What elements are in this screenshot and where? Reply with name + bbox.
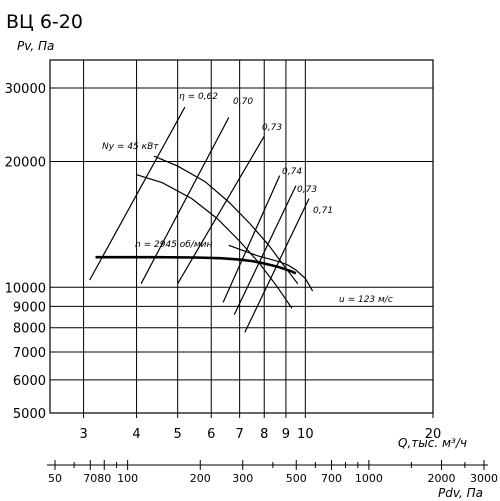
- series-line-2: [136, 174, 293, 309]
- y-tick-label: 20000: [5, 156, 46, 171]
- series-line-1: [153, 155, 299, 285]
- pdv-tick-label: 300: [232, 472, 253, 485]
- grid: [49, 59, 434, 418]
- x-tick-label: 3: [79, 427, 87, 442]
- annotations: η = 0,62 0,70 0,73 0,74 0,73 0,71 Nу = 4…: [102, 92, 393, 305]
- x-tick-label: 20: [425, 427, 442, 442]
- annotation-eta-073-b: 0,73: [297, 185, 317, 195]
- efficiency-line-4: [233, 185, 297, 315]
- y-tick-label: 6000: [13, 374, 46, 389]
- annotation-eta-071: 0,71: [313, 206, 333, 216]
- performance-curves: [95, 155, 314, 309]
- annotation-power: Nу = 45 кВт: [102, 142, 159, 152]
- efficiency-line-0: [89, 106, 186, 281]
- pdv-tick-label: 200: [190, 472, 211, 485]
- annotation-eta-070: 0,70: [233, 97, 253, 107]
- annotation-eta-073-a: 0,73: [262, 123, 282, 133]
- efficiency-lines: [89, 106, 310, 333]
- pdv-axis: 50 70 80 100 200 300 500 700 1000 2000 3000: [47, 460, 498, 485]
- y-tick-label: 30000: [5, 82, 46, 97]
- x-tick-label: 7: [235, 427, 243, 442]
- y-tick-label: 7000: [13, 346, 46, 361]
- y-axis-label: Pv, Па: [17, 39, 54, 53]
- x-tick-label: 4: [132, 427, 140, 442]
- x-tick-labels: 3 4 5 6 7 8 9 10 20: [79, 427, 441, 442]
- x-tick-label: 5: [174, 427, 182, 442]
- annotation-speed: n = 2945 об/мин: [135, 240, 212, 250]
- x-tick-label: 6: [207, 427, 215, 442]
- pdv-tick-label: 1000: [355, 472, 383, 485]
- y-tick-label: 5000: [13, 407, 46, 422]
- pdv-tick-label: 70: [83, 472, 97, 485]
- annotation-eta-074: 0,74: [282, 167, 302, 177]
- pdv-tick-label: 700: [321, 472, 342, 485]
- y-tick-label: 9000: [13, 300, 46, 315]
- plot-frame: [49, 59, 434, 414]
- pdv-tick-label: 50: [48, 472, 62, 485]
- efficiency-line-3: [222, 175, 281, 303]
- y-tick-label: 8000: [13, 322, 46, 337]
- annotation-eta-062: η = 0,62: [179, 92, 218, 102]
- pdv-tick-label: 3000: [470, 472, 498, 485]
- pdv-tick-label: 2000: [428, 472, 456, 485]
- x-tick-label: 8: [260, 427, 268, 442]
- efficiency-line-2: [177, 135, 265, 284]
- x-axis-label: Q,тыс. м³/ч: [398, 436, 467, 450]
- pdv-axis-label: Pdv, Па: [438, 486, 483, 500]
- pdv-tick-label: 100: [117, 472, 138, 485]
- series-line-3: [228, 244, 314, 292]
- pdv-tick-label: 80: [97, 472, 111, 485]
- y-tick-label: 10000: [5, 281, 46, 296]
- series-line-0: [95, 255, 297, 275]
- chart-title: ВЦ 6-20: [6, 11, 83, 33]
- annotation-velocity: u = 123 м/с: [339, 295, 393, 305]
- x-tick-label: 10: [297, 427, 314, 442]
- x-tick-label: 9: [282, 427, 290, 442]
- pdv-tick-label: 500: [286, 472, 307, 485]
- y-tick-labels: 5000 6000 7000 8000 9000 10000 20000 30000: [5, 82, 46, 422]
